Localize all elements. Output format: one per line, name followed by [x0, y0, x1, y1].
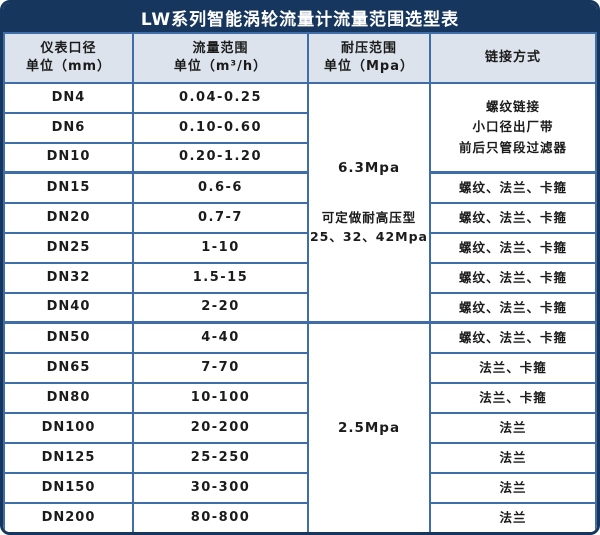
flow-range-dn80: 10-100: [134, 384, 309, 414]
flow-range-dn100: 20-200: [134, 414, 309, 444]
pressure-high-note-line2: 25、32、42Mpa: [309, 228, 428, 244]
header-diameter-line1: 仪表口径: [40, 40, 97, 56]
diameter-dn200: DN200: [5, 504, 134, 532]
connection-dn150: 法兰: [431, 474, 597, 504]
header-connection: 链接方式: [431, 34, 597, 84]
header-flow-line2: 单位（m³/h）: [173, 59, 268, 74]
flow-range-dn40: 2-20: [134, 294, 309, 324]
flow-range-dn32: 1.5-15: [134, 264, 309, 294]
header-flow-range: 流量范围 单位（m³/h）: [134, 34, 309, 84]
flow-range-dn10: 0.20-1.20: [134, 144, 309, 174]
diameter-dn10: DN10: [5, 144, 134, 174]
connection-merged-line1: 螺纹链接: [485, 98, 540, 114]
flow-range-dn20: 0.7-7: [134, 204, 309, 234]
diameter-dn15: DN15: [5, 174, 134, 204]
flow-range-dn200: 80-800: [134, 504, 309, 532]
flow-range-dn4: 0.04-0.25: [134, 84, 309, 114]
diameter-dn50: DN50: [5, 324, 134, 354]
connection-dn32: 螺纹、法兰、卡箍: [431, 264, 597, 294]
header-pressure-range: 耐压范围 单位（Mpa）: [309, 34, 431, 84]
connection-merged-line2: 小口径出厂带: [472, 119, 554, 135]
connection-dn50: 螺纹、法兰、卡箍: [431, 324, 597, 354]
flow-range-dn150: 30-300: [134, 474, 309, 504]
connection-dn65: 法兰、卡箍: [431, 354, 597, 384]
diameter-dn25: DN25: [5, 234, 134, 264]
connection-dn200: 法兰: [431, 504, 597, 532]
diameter-dn6: DN6: [5, 114, 134, 144]
header-diameter-line2: 单位（mm）: [25, 59, 112, 74]
header-connection-label: 链接方式: [484, 49, 541, 65]
connection-dn20: 螺纹、法兰、卡箍: [431, 204, 597, 234]
pressure-section-high: 6.3Mpa 可定做耐高压型 25、32、42Mpa: [309, 84, 431, 324]
header-pressure-line2: 单位（Mpa）: [323, 59, 414, 74]
diameter-dn80: DN80: [5, 384, 134, 414]
table-title: LW系列智能涡轮流量计流量范围选型表: [3, 3, 597, 32]
connection-merged-line3: 前后只管段过滤器: [458, 139, 567, 155]
diameter-dn40: DN40: [5, 294, 134, 324]
connection-dn25: 螺纹、法兰、卡箍: [431, 234, 597, 264]
connection-dn80: 法兰、卡箍: [431, 384, 597, 414]
flow-range-dn25: 1-10: [134, 234, 309, 264]
diameter-dn100: DN100: [5, 414, 134, 444]
diameter-dn4: DN4: [5, 84, 134, 114]
header-diameter: 仪表口径 单位（mm）: [5, 34, 134, 84]
flow-range-dn125: 25-250: [134, 444, 309, 474]
connection-dn100: 法兰: [431, 414, 597, 444]
header-pressure-line1: 耐压范围: [340, 40, 397, 56]
flow-range-dn65: 7-70: [134, 354, 309, 384]
diameter-dn20: DN20: [5, 204, 134, 234]
pressure-low-value: 2.5Mpa: [337, 419, 401, 436]
pressure-section-low: 2.5Mpa: [309, 324, 431, 532]
flow-range-dn50: 4-40: [134, 324, 309, 354]
pressure-high-value: 6.3Mpa: [337, 159, 401, 176]
connection-dn40: 螺纹、法兰、卡箍: [431, 294, 597, 324]
connection-dn15: 螺纹、法兰、卡箍: [431, 174, 597, 204]
diameter-dn65: DN65: [5, 354, 134, 384]
connection-dn125: 法兰: [431, 444, 597, 474]
pressure-high-note-line1: 可定做耐高压型: [321, 209, 417, 225]
pressure-high-note: 可定做耐高压型 25、32、42Mpa: [310, 208, 428, 247]
connection-small-bore-merged: 螺纹链接 小口径出厂带 前后只管段过滤器: [431, 84, 597, 174]
diameter-dn125: DN125: [5, 444, 134, 474]
diameter-dn32: DN32: [5, 264, 134, 294]
spec-table-grid: 仪表口径 单位（mm） 流量范围 单位（m³/h） 耐压范围 单位（Mpa） 链…: [3, 32, 597, 532]
flow-range-dn15: 0.6-6: [134, 174, 309, 204]
diameter-dn150: DN150: [5, 474, 134, 504]
header-flow-line1: 流量范围: [192, 40, 249, 56]
flow-range-dn6: 0.10-0.60: [134, 114, 309, 144]
